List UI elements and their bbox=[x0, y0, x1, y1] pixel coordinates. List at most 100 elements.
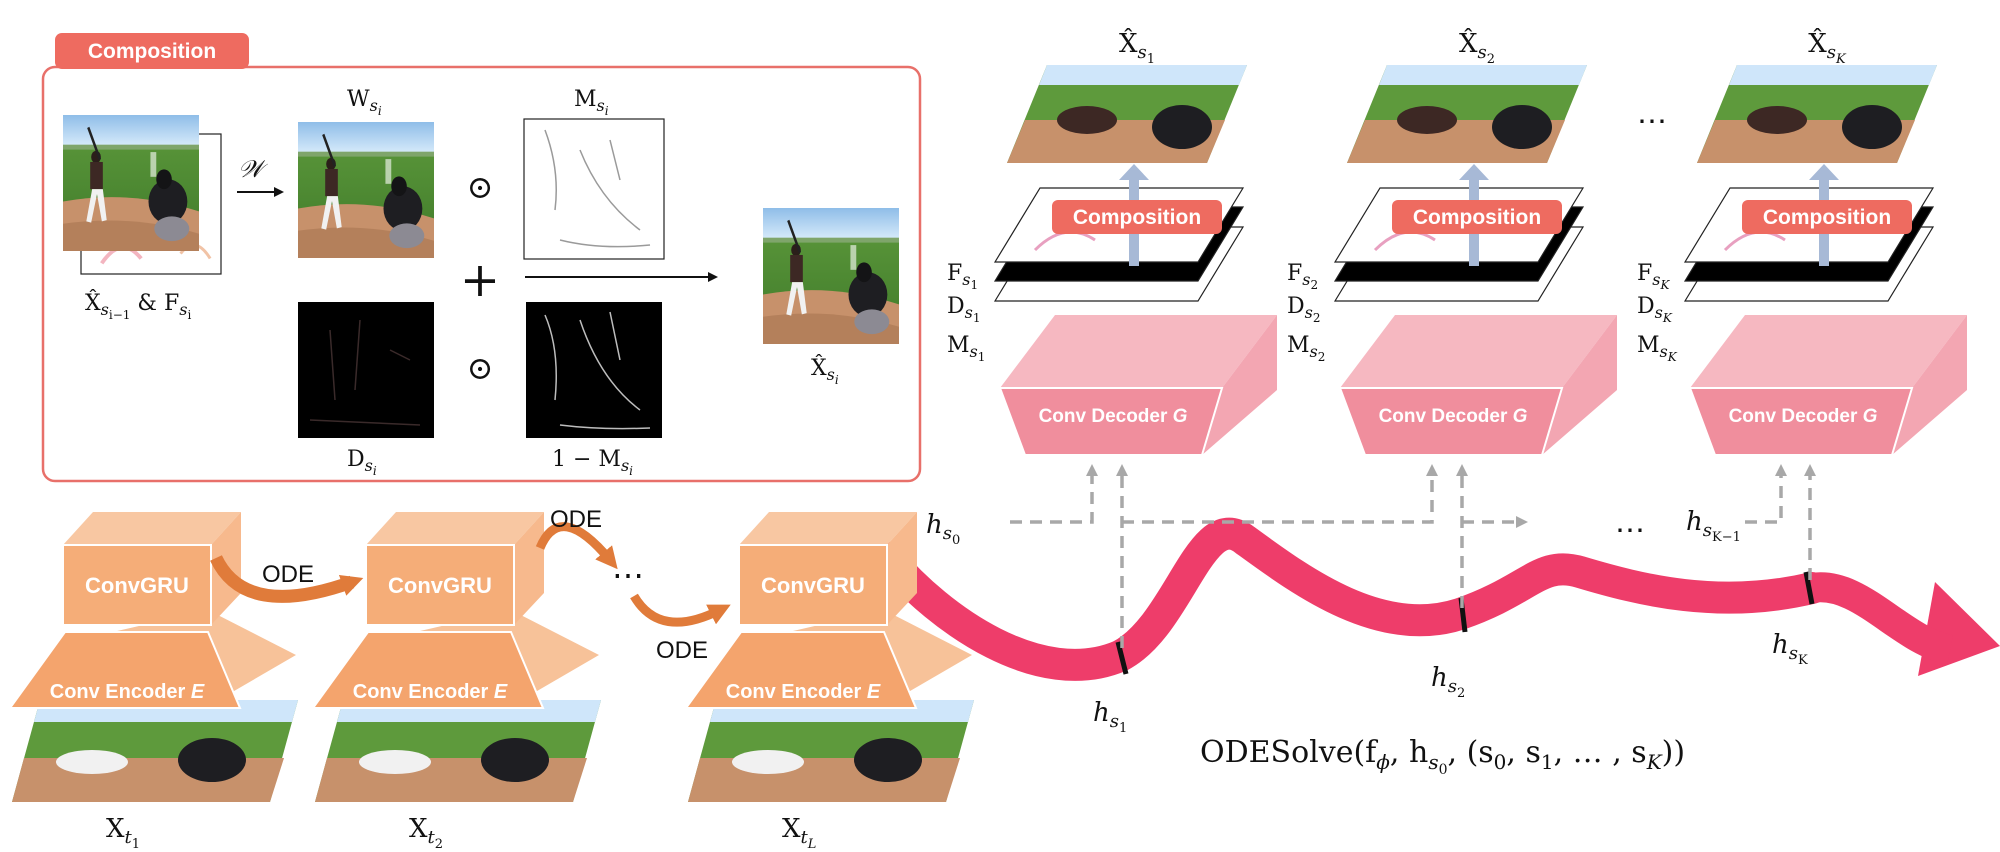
dash-h1-to-decoder2 bbox=[1122, 464, 1438, 524]
ode-label-2: ODE bbox=[550, 506, 602, 533]
hidden-state-hk: hsK bbox=[1772, 630, 1808, 668]
convgru-side-2 bbox=[514, 512, 544, 625]
conv-encoder-1 bbox=[8, 631, 242, 709]
output-frame-batter-1 bbox=[1057, 106, 1117, 134]
inverse-mask-label: 1 − Msi bbox=[552, 447, 633, 478]
mask-label: Msi bbox=[574, 87, 609, 118]
ode-solve-equation: ODESolve(fϕ, hs0, (s0, s1, … , sK)) bbox=[1200, 735, 1685, 778]
trajectory-marker-k bbox=[1803, 571, 1815, 605]
composition-tag-3 bbox=[1742, 200, 1912, 234]
hidden-state-h2: hs2 bbox=[1431, 663, 1465, 701]
input-frame-catcher-1 bbox=[178, 738, 246, 782]
inverse-mask-image bbox=[526, 302, 662, 438]
output-frame-sky-3 bbox=[1729, 65, 1937, 85]
composition-panel-border bbox=[41, 65, 922, 483]
convgru-label-1: ConvGRU bbox=[85, 573, 189, 598]
hidden-state-hk-minus-1: hsK−1 bbox=[1686, 507, 1741, 545]
conv-decoder-label-2: Conv Decoder G bbox=[1379, 406, 1528, 427]
difference-label-2: Ds2 bbox=[1287, 294, 1321, 325]
input-frame-catcher-3 bbox=[854, 738, 922, 782]
output-frame-batter-2 bbox=[1397, 106, 1457, 134]
encoder-ellipsis: ⋯ bbox=[612, 556, 644, 594]
ode-arrows: ODE ODE ODE ⋯ bbox=[210, 506, 731, 664]
convgru-top-2 bbox=[366, 512, 544, 545]
hidden-state-h1: hs1 bbox=[1093, 698, 1127, 736]
encoder-block-1: Conv Encoder E ConvGRU Xt1 bbox=[8, 512, 298, 852]
inverse-mask-texture bbox=[544, 311, 651, 430]
trajectory-marker-1 bbox=[1115, 641, 1129, 675]
output-frame-catcher-3 bbox=[1842, 105, 1902, 149]
prev-frame-label: X̂si−1 & Fsi bbox=[85, 290, 191, 322]
decoder-side-3 bbox=[1892, 315, 1967, 455]
input-frame-label-2: Xt2 bbox=[409, 814, 443, 852]
input-frame-batter-2 bbox=[359, 750, 431, 774]
output-frame-label-1: X̂s1 bbox=[1119, 28, 1155, 67]
output-frame-label-3: X̂sK bbox=[1808, 28, 1847, 67]
warped-frame-image bbox=[298, 122, 434, 258]
input-frame-catcher-2 bbox=[481, 738, 549, 782]
convgru-2 bbox=[365, 544, 515, 626]
conv-decoder-2 bbox=[1338, 387, 1564, 456]
latent-trajectory bbox=[872, 517, 1828, 681]
conv-decoder-label-3: Conv Decoder G bbox=[1729, 406, 1878, 427]
output-frame-catcher-1 bbox=[1152, 105, 1212, 149]
composition-tag-2 bbox=[1392, 200, 1562, 234]
conv-encoder-label-1: Conv Encoder E bbox=[50, 681, 205, 703]
decoder-side-2 bbox=[1542, 315, 1617, 455]
convgru-top-3 bbox=[739, 512, 917, 545]
output-frame-label-2: X̂s2 bbox=[1459, 28, 1495, 67]
composition-tag-text-2: Composition bbox=[1413, 206, 1541, 229]
odot-top: ⊙ bbox=[467, 168, 494, 206]
decoder-side-1 bbox=[1202, 315, 1277, 455]
encoder-block-3: Conv Encoder E ConvGRU XtL bbox=[684, 512, 974, 852]
decoder-top-3 bbox=[1690, 315, 1967, 388]
decoder-ellipsis: ⋯ bbox=[1637, 104, 1667, 139]
decoder-top-2 bbox=[1340, 315, 1617, 388]
composition-panel-tag-text: Composition bbox=[88, 40, 216, 63]
difference-map-texture bbox=[309, 319, 421, 426]
output-frame-batter-3 bbox=[1747, 106, 1807, 134]
mask-label-2: Ms2 bbox=[1287, 333, 1325, 364]
mask-label-3: MsK bbox=[1637, 333, 1678, 364]
plus-symbol: + bbox=[460, 252, 500, 308]
output-frame-sky-1 bbox=[1039, 65, 1247, 85]
ode-arrow-3 bbox=[630, 593, 731, 627]
flow-label-2: Fs2 bbox=[1287, 261, 1318, 292]
composed-frame-image bbox=[763, 208, 899, 344]
composed-frame-label: X̂si bbox=[811, 355, 839, 387]
difference-map-image bbox=[298, 302, 434, 438]
ode-label-3: ODE bbox=[656, 637, 708, 664]
prev-frame-image bbox=[63, 115, 199, 251]
conv-decoder-3 bbox=[1688, 387, 1914, 456]
warped-frame-label: Wsi bbox=[347, 87, 382, 118]
convgru-label-3: ConvGRU bbox=[761, 573, 865, 598]
convgru-top-1 bbox=[63, 512, 241, 545]
conv-encoder-2 bbox=[311, 631, 545, 709]
convgru-1 bbox=[62, 544, 212, 626]
latent-trajectory-tail bbox=[1809, 572, 1954, 665]
input-frame-batter-1 bbox=[56, 750, 128, 774]
composition-up-arrowhead-2 bbox=[1459, 164, 1489, 180]
output-frame-sky-2 bbox=[1379, 65, 1587, 85]
difference-label-3: DsK bbox=[1637, 294, 1673, 325]
conv-decoder-label-1: Conv Decoder G bbox=[1039, 406, 1188, 427]
hidden-state-ellipsis: ⋯ bbox=[1615, 513, 1645, 548]
conv-decoder-1 bbox=[998, 387, 1224, 456]
output-frame-catcher-2 bbox=[1492, 105, 1552, 149]
conv-encoder-label-3: Conv Encoder E bbox=[726, 681, 881, 703]
convgru-side-3 bbox=[887, 512, 917, 625]
dashed-connections bbox=[1010, 464, 1816, 648]
mask-label-1: Ms1 bbox=[947, 333, 985, 364]
difference-label-1: Ds1 bbox=[947, 294, 981, 325]
flow-label-1: Fs1 bbox=[947, 261, 978, 292]
input-frame-batter-3 bbox=[732, 750, 804, 774]
ode-arrow-2 bbox=[535, 522, 618, 570]
composition-tag-text-3: Composition bbox=[1763, 206, 1891, 229]
composition-up-arrowhead-1 bbox=[1119, 164, 1149, 180]
input-frame-label-1: Xt1 bbox=[106, 814, 140, 852]
encoder-block-2: Conv Encoder E ConvGRU Xt2 bbox=[311, 512, 601, 852]
